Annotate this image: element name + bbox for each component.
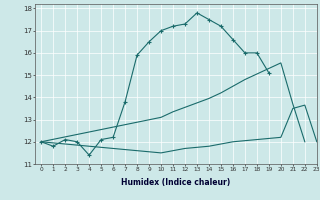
X-axis label: Humidex (Indice chaleur): Humidex (Indice chaleur) <box>121 178 231 187</box>
